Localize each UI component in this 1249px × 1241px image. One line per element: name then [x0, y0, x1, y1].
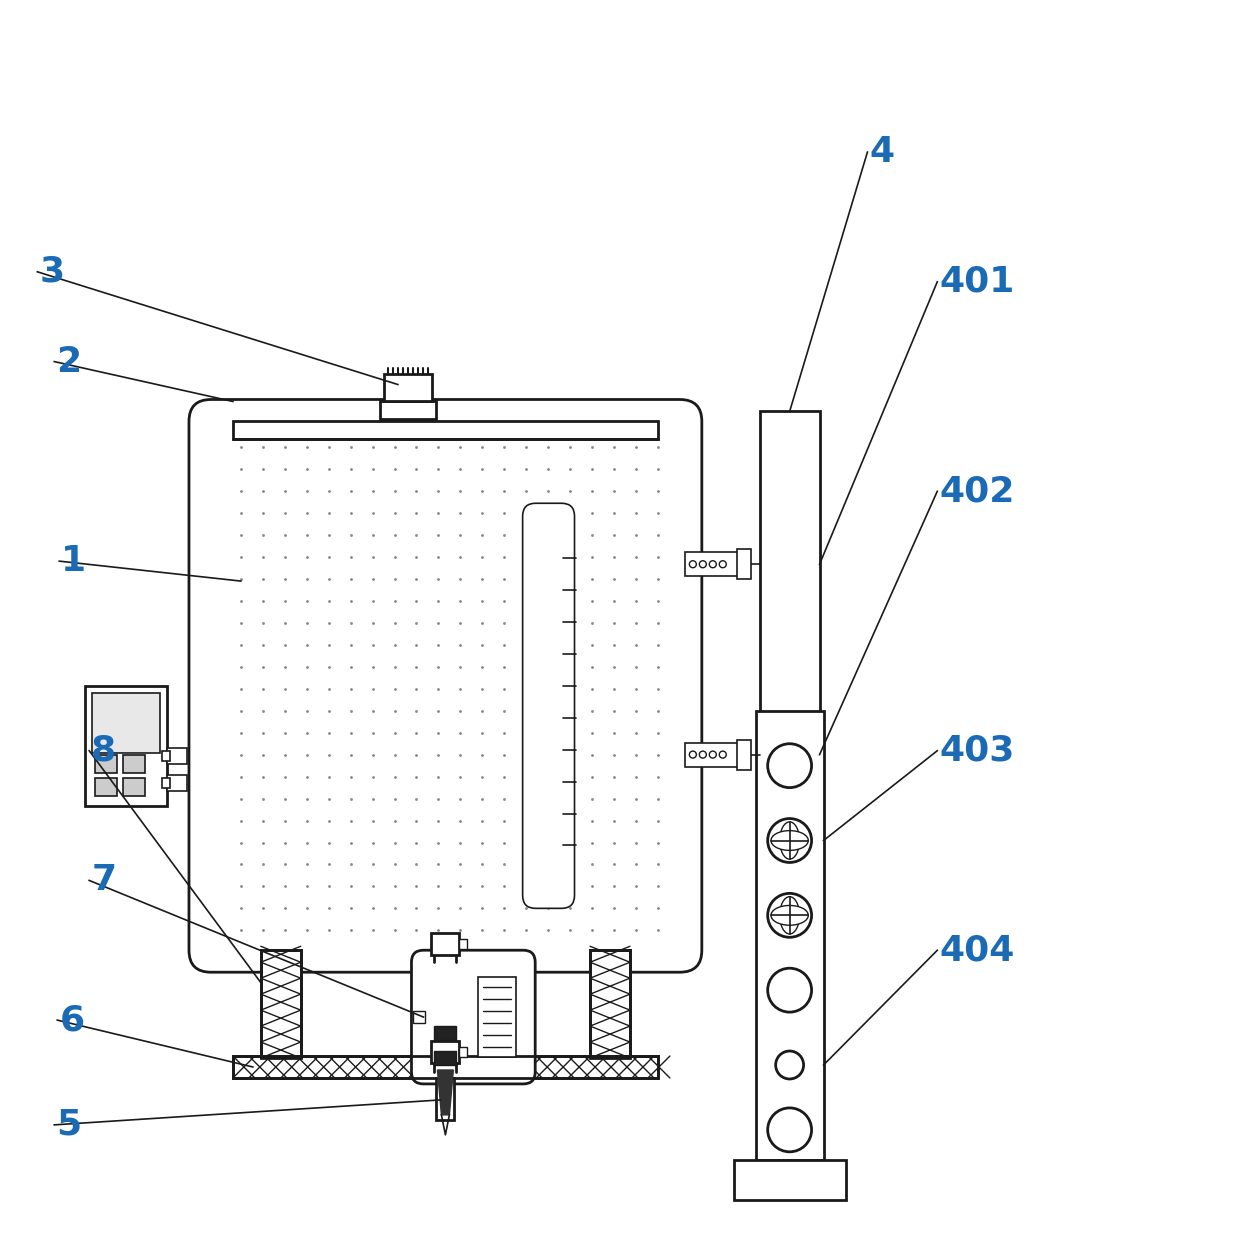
Text: 2: 2: [56, 345, 81, 379]
Bar: [124, 755, 145, 773]
Circle shape: [768, 894, 812, 937]
Bar: [167, 748, 187, 763]
Bar: [232, 1056, 658, 1078]
Bar: [232, 422, 658, 439]
FancyBboxPatch shape: [522, 504, 575, 908]
Bar: [478, 977, 516, 1057]
Text: 401: 401: [939, 264, 1014, 299]
Circle shape: [719, 751, 726, 758]
Bar: [460, 1047, 467, 1057]
Bar: [167, 776, 187, 792]
FancyBboxPatch shape: [189, 400, 702, 972]
Bar: [92, 692, 160, 753]
Text: 7: 7: [91, 864, 116, 897]
Circle shape: [768, 819, 812, 862]
Ellipse shape: [779, 897, 799, 934]
Bar: [85, 686, 167, 805]
Bar: [383, 374, 432, 402]
Text: 8: 8: [91, 733, 116, 768]
Bar: [737, 740, 751, 769]
Circle shape: [689, 561, 697, 567]
Text: 6: 6: [59, 1003, 85, 1037]
Bar: [124, 778, 145, 795]
Text: 402: 402: [939, 474, 1014, 509]
Ellipse shape: [779, 822, 799, 859]
Bar: [684, 552, 739, 576]
Bar: [460, 939, 467, 949]
Circle shape: [768, 743, 812, 788]
Circle shape: [719, 561, 726, 567]
Circle shape: [776, 1051, 803, 1078]
Bar: [431, 1041, 460, 1064]
Ellipse shape: [771, 830, 808, 850]
Circle shape: [689, 751, 697, 758]
Bar: [590, 951, 629, 1059]
Bar: [684, 742, 739, 767]
Bar: [737, 550, 751, 580]
Circle shape: [709, 561, 716, 567]
Bar: [380, 402, 436, 419]
Circle shape: [699, 561, 707, 567]
FancyBboxPatch shape: [411, 951, 536, 1083]
Bar: [232, 1056, 658, 1078]
Text: 3: 3: [39, 254, 65, 289]
Polygon shape: [437, 1070, 453, 1114]
Circle shape: [699, 751, 707, 758]
Bar: [162, 751, 170, 761]
Bar: [733, 1160, 846, 1200]
Bar: [162, 778, 170, 788]
Text: 4: 4: [869, 135, 894, 169]
Circle shape: [768, 1108, 812, 1152]
Bar: [413, 1011, 426, 1023]
Bar: [435, 1026, 456, 1040]
Text: 404: 404: [939, 933, 1014, 967]
Bar: [95, 755, 117, 773]
Bar: [431, 933, 460, 956]
Bar: [95, 778, 117, 795]
Bar: [759, 412, 819, 721]
Bar: [435, 1051, 456, 1065]
Text: 1: 1: [61, 544, 86, 578]
Bar: [261, 951, 301, 1059]
Circle shape: [768, 968, 812, 1013]
Circle shape: [709, 751, 716, 758]
Bar: [590, 951, 629, 1059]
Bar: [261, 951, 301, 1059]
Bar: [436, 1078, 455, 1119]
Text: 403: 403: [939, 733, 1014, 768]
Ellipse shape: [771, 906, 808, 926]
Text: 5: 5: [56, 1108, 81, 1142]
Bar: [756, 711, 823, 1160]
